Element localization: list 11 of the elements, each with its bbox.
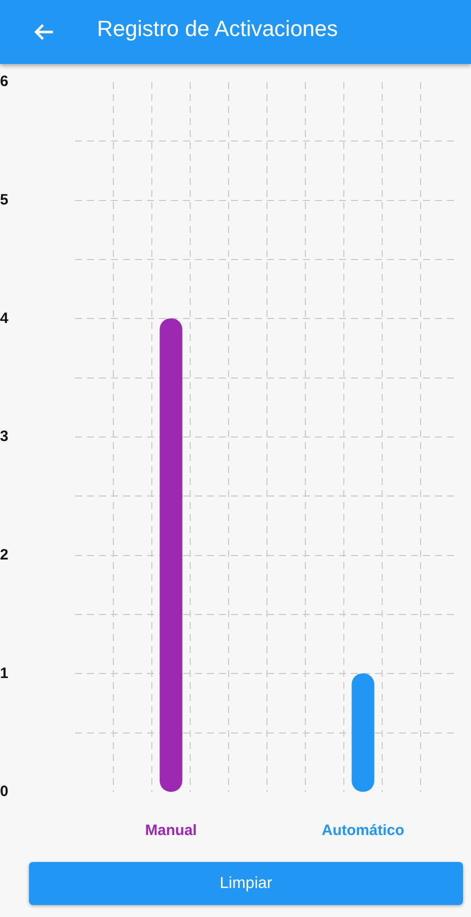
chart-title: Registro de Activaciones <box>97 16 338 42</box>
y-tick-label: 3 <box>0 428 8 446</box>
x-tick-label: Automático <box>322 822 404 840</box>
text: Limpiar <box>29 862 463 905</box>
y-tick-label: 5 <box>0 191 8 208</box>
y-tick-label: 1 <box>0 664 8 682</box>
y-tick-label: 6 <box>0 73 8 90</box>
y-tick-label: 4 <box>0 310 9 327</box>
x-tick-label: Manual <box>145 822 197 840</box>
y-tick-label: 2 <box>0 546 8 564</box>
y-tick-label: 0 <box>0 783 8 800</box>
